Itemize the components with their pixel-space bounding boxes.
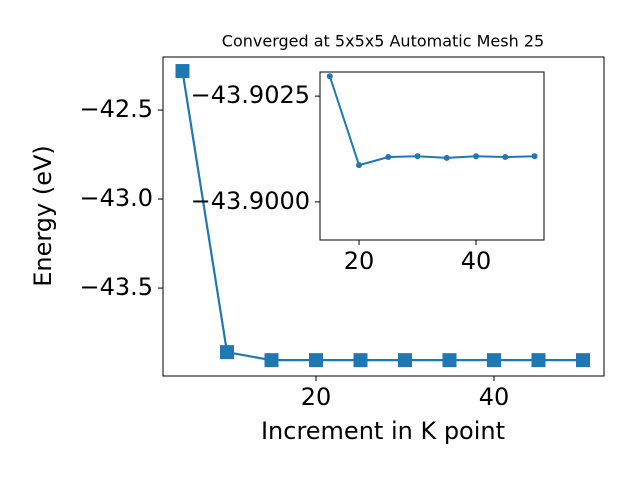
data-point bbox=[442, 353, 457, 368]
y-tick-label: −43.5 bbox=[79, 273, 153, 301]
data-point bbox=[326, 73, 333, 80]
x-axis-label: Increment in K point bbox=[261, 417, 505, 445]
data-line bbox=[328, 75, 535, 167]
y-tick-label: −42.5 bbox=[79, 95, 153, 123]
data-point bbox=[502, 154, 509, 161]
data-point bbox=[414, 153, 421, 160]
data-point bbox=[531, 353, 546, 368]
y-tick-label: −43.9000 bbox=[191, 187, 310, 215]
data-point bbox=[264, 353, 279, 368]
x-tick-label: 20 bbox=[344, 247, 375, 275]
y-tick-label: −43.0 bbox=[79, 184, 153, 212]
data-point bbox=[175, 64, 190, 79]
data-line bbox=[181, 70, 583, 362]
data-point bbox=[356, 162, 363, 169]
data-point bbox=[385, 154, 392, 161]
data-point bbox=[575, 353, 590, 368]
chart-title: Converged at 5x5x5 Automatic Mesh 25 bbox=[222, 32, 544, 51]
data-point bbox=[397, 353, 412, 368]
data-point bbox=[353, 353, 368, 368]
x-tick-label: 20 bbox=[301, 383, 332, 411]
x-tick-label: 40 bbox=[461, 247, 492, 275]
data-point bbox=[486, 353, 501, 368]
y-tick-label: −43.9025 bbox=[191, 81, 310, 109]
data-point bbox=[308, 353, 323, 368]
data-point bbox=[473, 153, 480, 160]
data-point bbox=[443, 154, 450, 161]
data-point bbox=[531, 153, 538, 160]
x-tick-label: 40 bbox=[479, 383, 510, 411]
y-axis-label: Energy (eV) bbox=[29, 145, 57, 287]
data-point bbox=[219, 345, 234, 360]
